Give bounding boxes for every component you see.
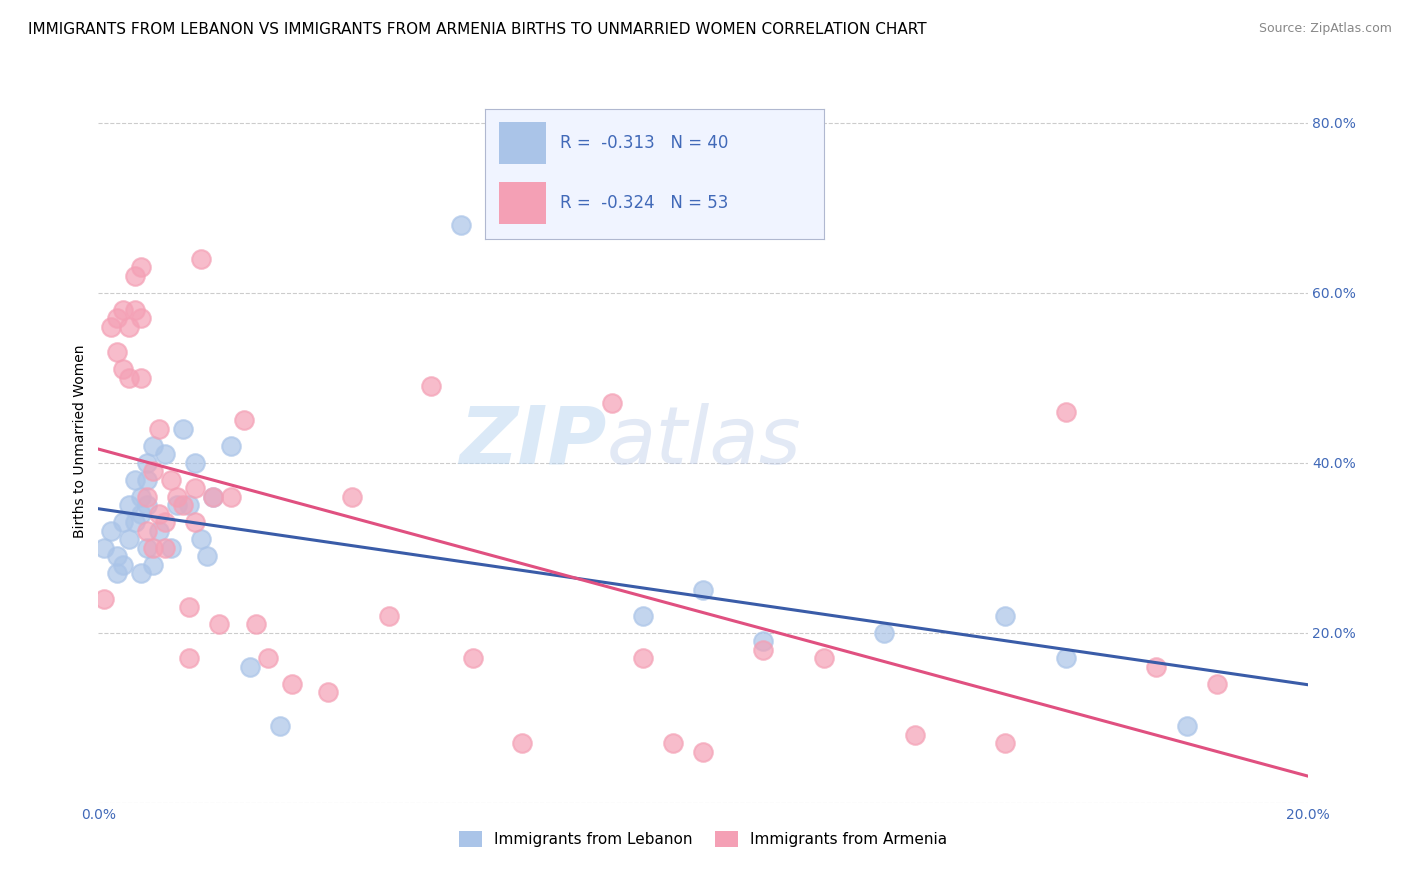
Point xyxy=(153,541,176,555)
Point xyxy=(184,456,207,470)
Point xyxy=(873,625,896,640)
Point xyxy=(813,651,835,665)
Point xyxy=(100,319,122,334)
Point xyxy=(153,516,176,530)
Point xyxy=(135,498,157,512)
Point xyxy=(105,345,128,359)
Point xyxy=(111,558,134,572)
Text: atlas: atlas xyxy=(606,402,801,481)
Point xyxy=(111,516,134,530)
Point xyxy=(190,252,212,266)
Point xyxy=(179,600,201,615)
Point xyxy=(118,371,141,385)
Point xyxy=(160,541,183,555)
Point xyxy=(184,481,207,495)
Point xyxy=(129,260,152,275)
Point xyxy=(994,608,1017,623)
Point xyxy=(142,439,165,453)
Point xyxy=(105,311,128,326)
Point xyxy=(281,677,304,691)
Point xyxy=(118,533,141,547)
Point xyxy=(135,490,157,504)
Point xyxy=(153,447,176,461)
Point xyxy=(111,362,134,376)
Point xyxy=(148,524,170,538)
Text: ZIP: ZIP xyxy=(458,402,606,481)
Point xyxy=(316,685,339,699)
Point xyxy=(93,591,115,606)
Point xyxy=(142,541,165,555)
Point xyxy=(124,473,146,487)
Point xyxy=(245,617,267,632)
Point xyxy=(172,498,194,512)
Y-axis label: Births to Unmarried Women: Births to Unmarried Women xyxy=(73,345,87,538)
Point xyxy=(1144,660,1167,674)
Point xyxy=(160,473,183,487)
Point xyxy=(190,533,212,547)
Point xyxy=(129,311,152,326)
Point xyxy=(166,490,188,504)
Point xyxy=(221,490,243,504)
Text: IMMIGRANTS FROM LEBANON VS IMMIGRANTS FROM ARMENIA BIRTHS TO UNMARRIED WOMEN COR: IMMIGRANTS FROM LEBANON VS IMMIGRANTS FR… xyxy=(28,22,927,37)
Point xyxy=(692,583,714,598)
Point xyxy=(631,608,654,623)
Point xyxy=(752,634,775,648)
Text: Source: ZipAtlas.com: Source: ZipAtlas.com xyxy=(1258,22,1392,36)
Point xyxy=(1175,719,1198,733)
Point xyxy=(602,396,624,410)
Point xyxy=(124,516,146,530)
Point xyxy=(994,736,1017,750)
Point xyxy=(221,439,243,453)
Point xyxy=(752,642,775,657)
Point xyxy=(118,498,141,512)
Point xyxy=(510,736,533,750)
Point xyxy=(450,218,472,232)
Point xyxy=(135,541,157,555)
Point xyxy=(463,651,485,665)
Point xyxy=(202,490,225,504)
Point xyxy=(135,456,157,470)
Point xyxy=(239,660,262,674)
Point xyxy=(179,498,201,512)
Point xyxy=(692,745,714,759)
Point xyxy=(377,608,399,623)
Legend: Immigrants from Lebanon, Immigrants from Armenia: Immigrants from Lebanon, Immigrants from… xyxy=(453,825,953,853)
Point xyxy=(269,719,291,733)
Point xyxy=(232,413,254,427)
Point xyxy=(105,566,128,581)
Point xyxy=(166,498,188,512)
Point xyxy=(1054,405,1077,419)
Point xyxy=(420,379,443,393)
Point xyxy=(208,617,231,632)
Point xyxy=(129,371,152,385)
Point xyxy=(93,541,115,555)
Point xyxy=(342,490,364,504)
Point xyxy=(661,736,683,750)
Point xyxy=(148,507,170,521)
Point xyxy=(142,558,165,572)
Point xyxy=(1054,651,1077,665)
Point xyxy=(129,566,152,581)
Point xyxy=(135,473,157,487)
Point xyxy=(631,651,654,665)
Point xyxy=(129,507,152,521)
Point xyxy=(135,524,157,538)
Point xyxy=(100,524,122,538)
Point xyxy=(179,651,201,665)
Point xyxy=(118,319,141,334)
Point xyxy=(904,728,927,742)
Point xyxy=(202,490,225,504)
Point xyxy=(148,422,170,436)
Point xyxy=(124,302,146,317)
Point xyxy=(111,302,134,317)
Point xyxy=(124,268,146,283)
Point xyxy=(195,549,218,564)
Point xyxy=(172,422,194,436)
Point xyxy=(142,464,165,478)
Point xyxy=(184,516,207,530)
Point xyxy=(1206,677,1229,691)
Point xyxy=(105,549,128,564)
Point xyxy=(129,490,152,504)
Point xyxy=(256,651,278,665)
